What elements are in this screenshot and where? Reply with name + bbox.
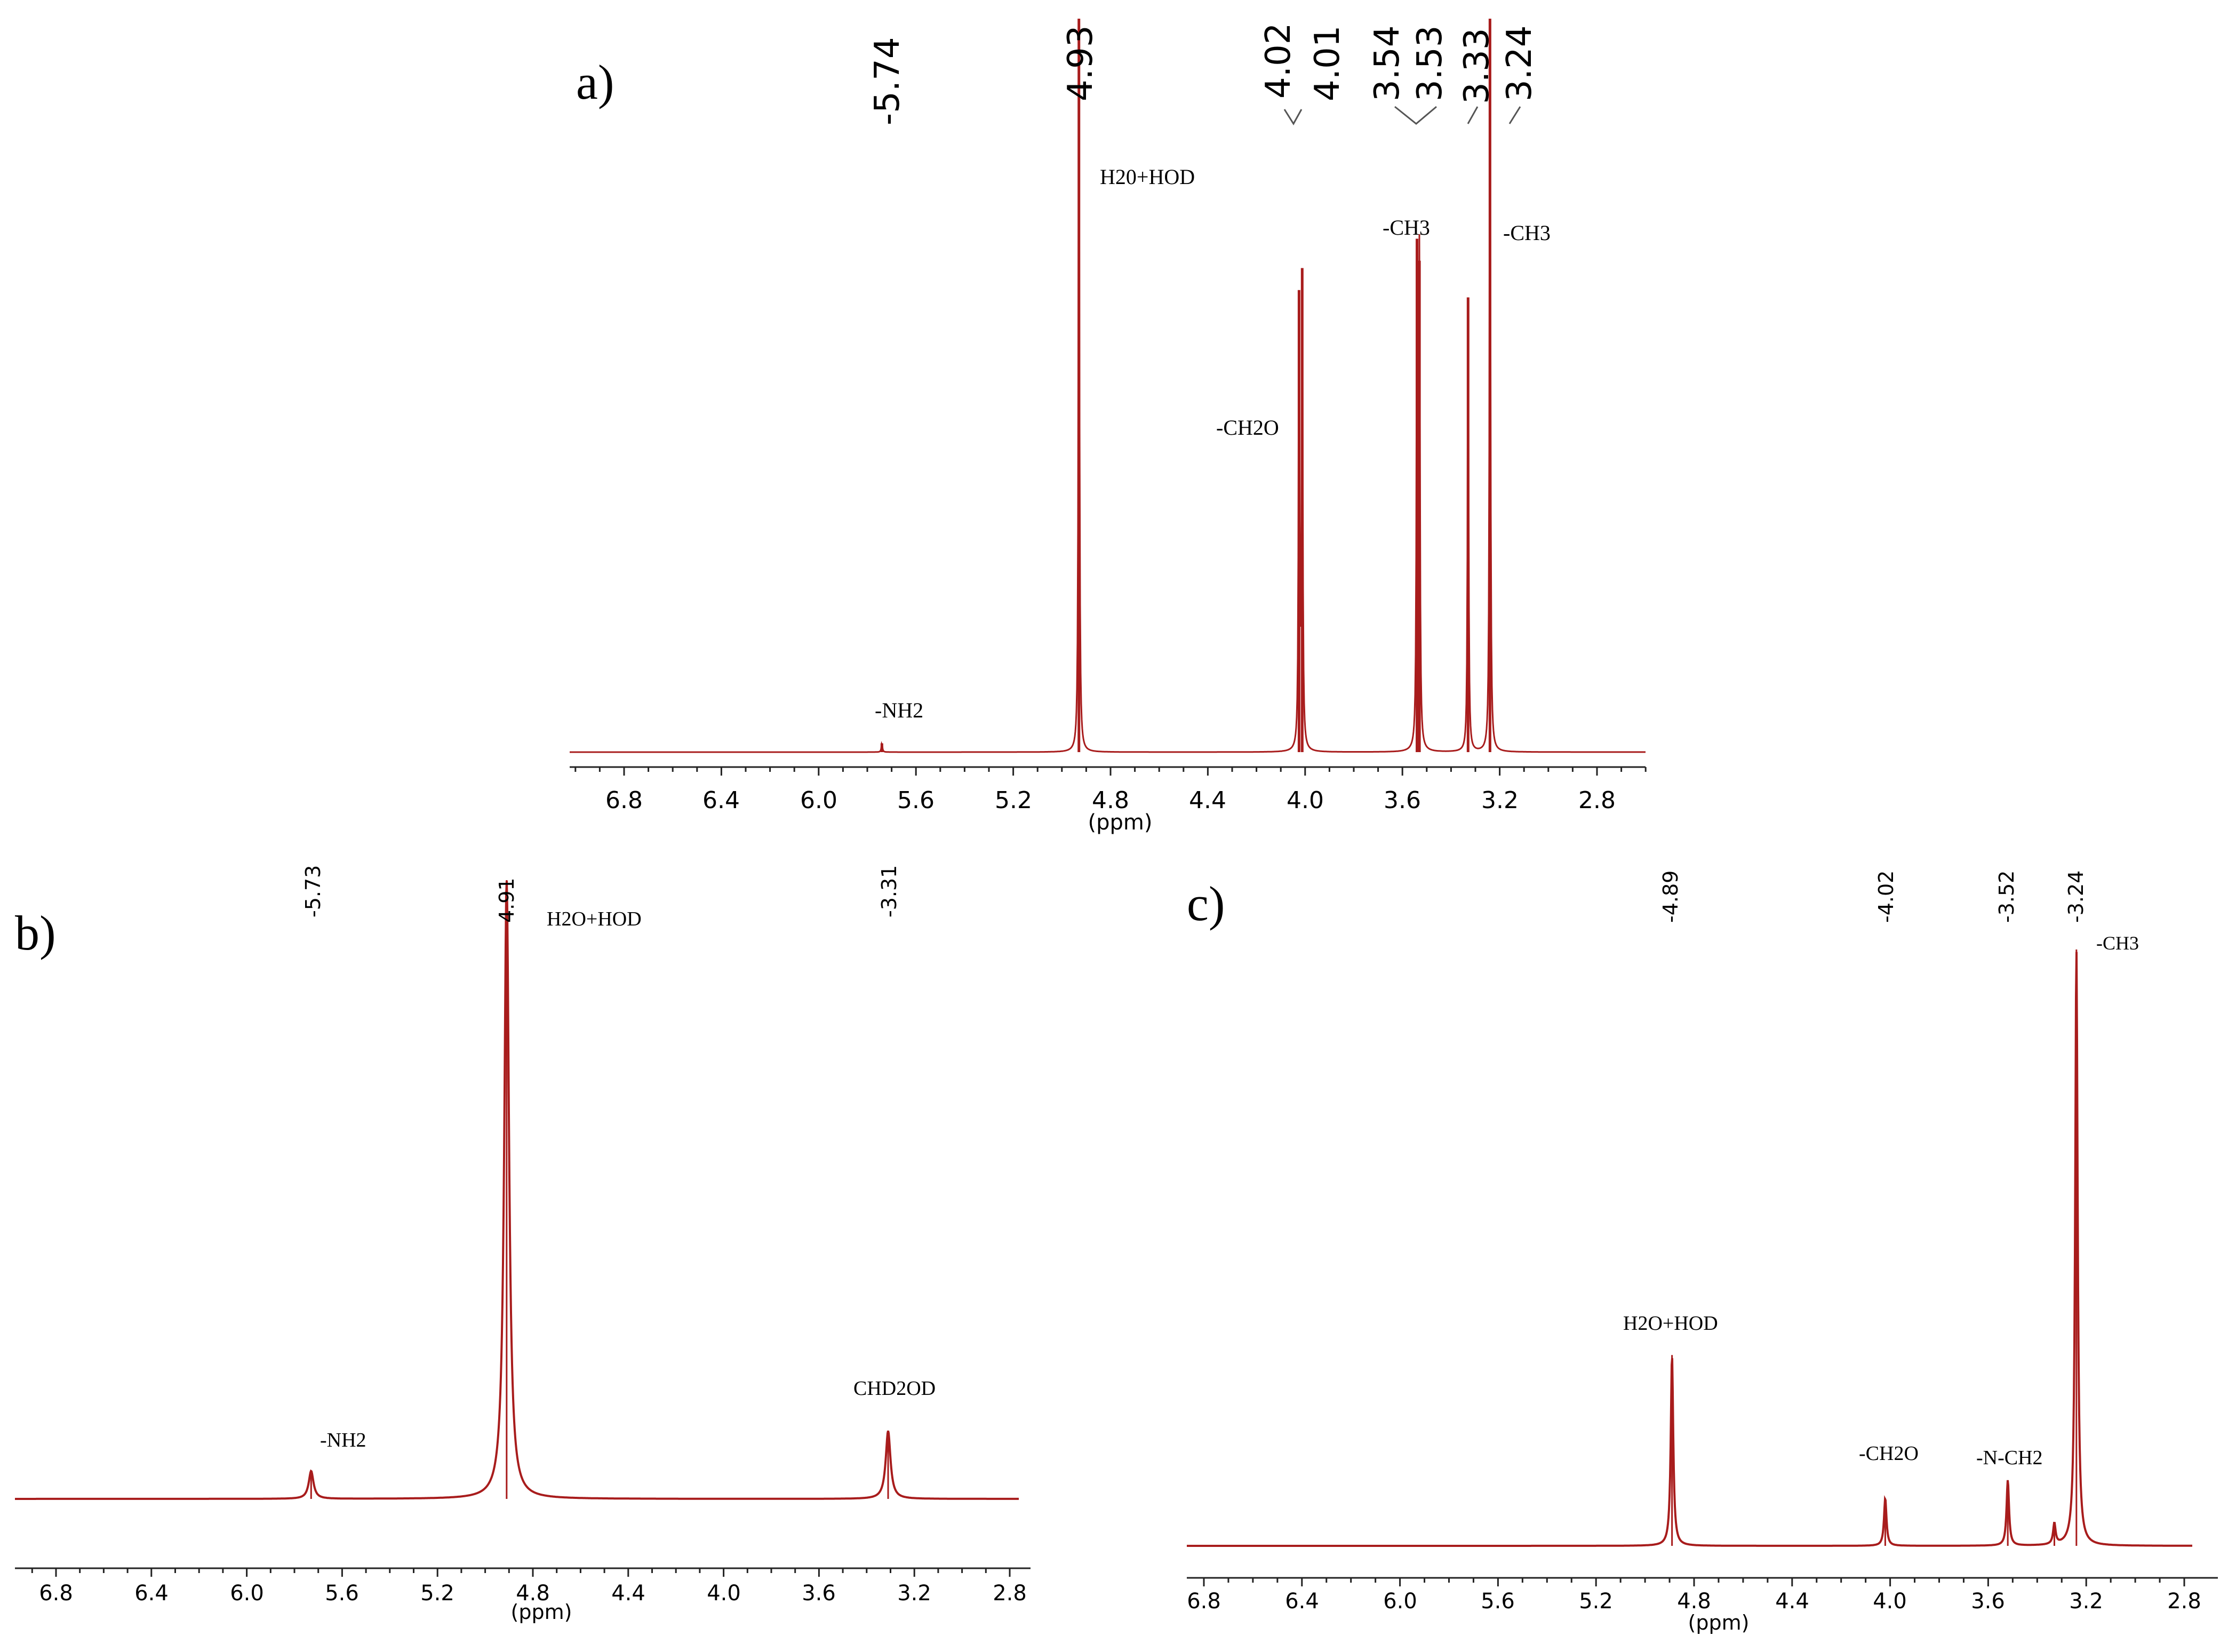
panel-a-annot-ch2o: -CH2O (1216, 416, 1279, 440)
panel-a-tick-64: 6.4 (702, 787, 740, 814)
panel-c-xlabel: (ppm) (1688, 1611, 1750, 1634)
panel-c-annot-nch2: -N-CH2 (1976, 1447, 2043, 1469)
panel-a-pick-574: -5.74 (868, 37, 907, 125)
panel-a-spectrum (570, 19, 1646, 753)
panel-c-spectrum (1187, 949, 2192, 1547)
panel-a-ticks (574, 767, 1647, 776)
panel-a-pick-493: 4.93 (1061, 26, 1100, 102)
panel-b-tick-36: 3.6 (802, 1581, 836, 1606)
panel-c-pick-324: -3.24 (2064, 871, 2088, 923)
panel-c-annot-ch2o: -CH2O (1859, 1442, 1919, 1465)
panel-c-tick-40: 4.0 (1873, 1589, 1907, 1614)
panel-b-xlabel: (ppm) (511, 1600, 572, 1624)
panel-b-tick-52: 5.2 (420, 1581, 454, 1606)
panel-c-label: c) (1187, 876, 1225, 931)
panel-b-tick-32: 3.2 (897, 1581, 931, 1606)
panel-a-annot-ch3-a: -CH3 (1383, 216, 1430, 240)
panel-b-pick-573: -5.73 (301, 865, 325, 917)
panel-a-pick-333: 3.33 (1457, 28, 1497, 105)
panel-b-tick-48: 4.8 (516, 1581, 550, 1606)
panel-b-tick-40: 4.0 (707, 1581, 741, 1606)
panel-a-pick-354: 3.54 (1368, 26, 1407, 102)
panel-a-bracket-324 (1508, 106, 1521, 124)
panel-a-tick-32: 3.2 (1481, 787, 1519, 814)
panel-a-bracket-333 (1467, 106, 1479, 124)
panel-a-pick-401: 4.01 (1308, 26, 1347, 102)
panel-a-annot-ch3-b: -CH3 (1503, 221, 1551, 245)
panel-c-annot-ch3: -CH3 (2096, 932, 2139, 954)
panel-b-annot-h2o: H2O+HOD (547, 908, 642, 930)
panel-c-tick-52: 5.2 (1579, 1589, 1613, 1614)
panel-a-tick-44: 4.4 (1189, 787, 1226, 814)
panel-c-tick-68: 6.8 (1187, 1589, 1221, 1614)
panel-a-tick-36: 3.6 (1384, 787, 1421, 814)
panel-c-tick-48: 4.8 (1677, 1589, 1711, 1614)
panel-a-tick-48: 4.8 (1092, 787, 1129, 814)
panel-b-label: b) (15, 906, 56, 960)
panel-a-xlabel: (ppm) (1088, 810, 1153, 835)
panel-c-ticks (1203, 1578, 2185, 1586)
panel-b: b) -5.73 4.91 -3.31 H2O+HOD CHD2OD -NH2 … (15, 865, 1031, 1624)
specC-trace (1187, 952, 2192, 1547)
panel-c-pick-489: -4.89 (1659, 871, 1682, 923)
panel-b-spectrum (15, 880, 1019, 1500)
panel-a-tick-68: 6.8 (605, 787, 643, 814)
panel-a: a) -5.74 4.93 4.02 4.01 3.54 3.53 3.33 3… (570, 19, 1647, 835)
panel-b-tick-44: 4.4 (611, 1581, 645, 1606)
panel-b-tick-68: 6.8 (39, 1581, 73, 1606)
panel-b-ticks (31, 1568, 1011, 1577)
specA-trace (570, 60, 1646, 753)
panel-b-tick-56: 5.6 (325, 1581, 359, 1606)
specB-trace (15, 881, 1019, 1500)
panel-a-annot-nh2: -NH2 (875, 698, 923, 722)
panel-b-annot-nh2: -NH2 (320, 1429, 366, 1451)
panel-a-annot-h2o: H20+HOD (1100, 165, 1195, 189)
panel-a-pick-353: 3.53 (1410, 26, 1450, 102)
panel-c-tick-64: 6.4 (1285, 1589, 1319, 1614)
panel-c: c) -4.89 -4.02 -3.52 -3.24 -CH3 H2O+HOD … (1187, 871, 2218, 1634)
panel-b-tick-28: 2.8 (993, 1581, 1027, 1606)
panel-a-bracket-353 (1394, 106, 1437, 125)
panel-b-tick-60: 6.0 (230, 1581, 264, 1606)
panel-c-tick-32: 3.2 (2069, 1589, 2103, 1614)
panel-b-annot-chd2od: CHD2OD (853, 1377, 936, 1400)
panel-c-tick-60: 6.0 (1383, 1589, 1417, 1614)
panel-b-tick-64: 6.4 (134, 1581, 169, 1606)
panel-c-pick-352: -3.52 (1995, 871, 2018, 923)
panel-a-tick-40: 4.0 (1287, 787, 1324, 814)
panel-b-pick-331: -3.31 (877, 865, 901, 917)
panel-a-tick-60: 6.0 (800, 787, 837, 814)
panel-a-label: a) (576, 55, 614, 109)
panel-a-tick-56: 5.6 (897, 787, 935, 814)
panel-c-tick-28: 2.8 (2167, 1589, 2201, 1614)
panel-c-annot-h2o: H2O+HOD (1623, 1312, 1718, 1335)
panel-a-tick-52: 5.2 (995, 787, 1032, 814)
panel-b-pick-491: 4.91 (495, 877, 518, 923)
panel-c-tick-44: 4.4 (1775, 1589, 1809, 1614)
panel-c-tick-56: 5.6 (1481, 1589, 1515, 1614)
panel-a-bracket-402 (1283, 109, 1303, 125)
panel-c-tick-36: 3.6 (1971, 1589, 2005, 1614)
panel-a-pick-324: 3.24 (1500, 26, 1539, 102)
panel-a-pick-402: 4.02 (1259, 23, 1298, 99)
panel-a-tick-28: 2.8 (1578, 787, 1616, 814)
panel-c-pick-402: -4.02 (1874, 871, 1898, 923)
